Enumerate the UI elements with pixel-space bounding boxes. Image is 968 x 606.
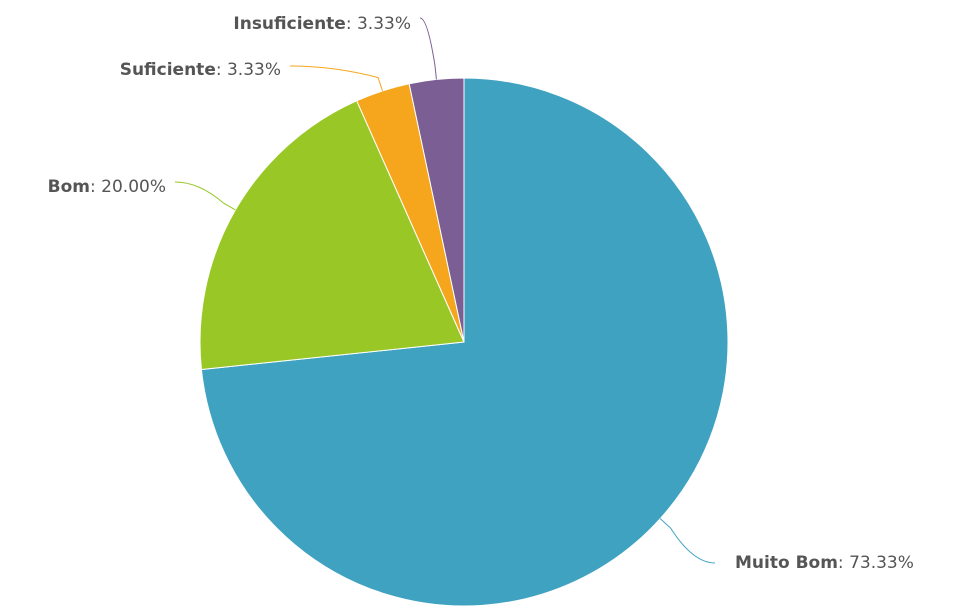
label-value: 20.00% xyxy=(101,177,166,197)
connector xyxy=(174,181,236,211)
label-separator: : xyxy=(346,14,357,34)
label-value: 3.33% xyxy=(357,14,411,34)
connector xyxy=(659,518,716,564)
data-label: Muito Bom: 73.33% xyxy=(735,553,914,573)
label-name: Muito Bom xyxy=(735,553,838,573)
label-value: 3.33% xyxy=(227,60,281,80)
label-name: Insuficiente xyxy=(233,14,345,34)
data-label: Insuficiente: 3.33% xyxy=(233,14,411,34)
data-label: Suficiente: 3.33% xyxy=(120,60,281,80)
label-separator: : xyxy=(838,553,849,573)
label-separator: : xyxy=(216,60,227,80)
label-separator: : xyxy=(90,177,101,197)
pie-slice xyxy=(408,77,465,343)
label-name: Suficiente xyxy=(120,60,216,80)
pie-slice xyxy=(199,100,465,371)
label-value: 73.33% xyxy=(849,553,914,573)
connector xyxy=(419,17,437,80)
pie-slice xyxy=(200,77,729,606)
data-label: Bom: 20.00% xyxy=(48,177,166,197)
label-name: Bom xyxy=(48,177,90,197)
connector xyxy=(289,65,383,92)
